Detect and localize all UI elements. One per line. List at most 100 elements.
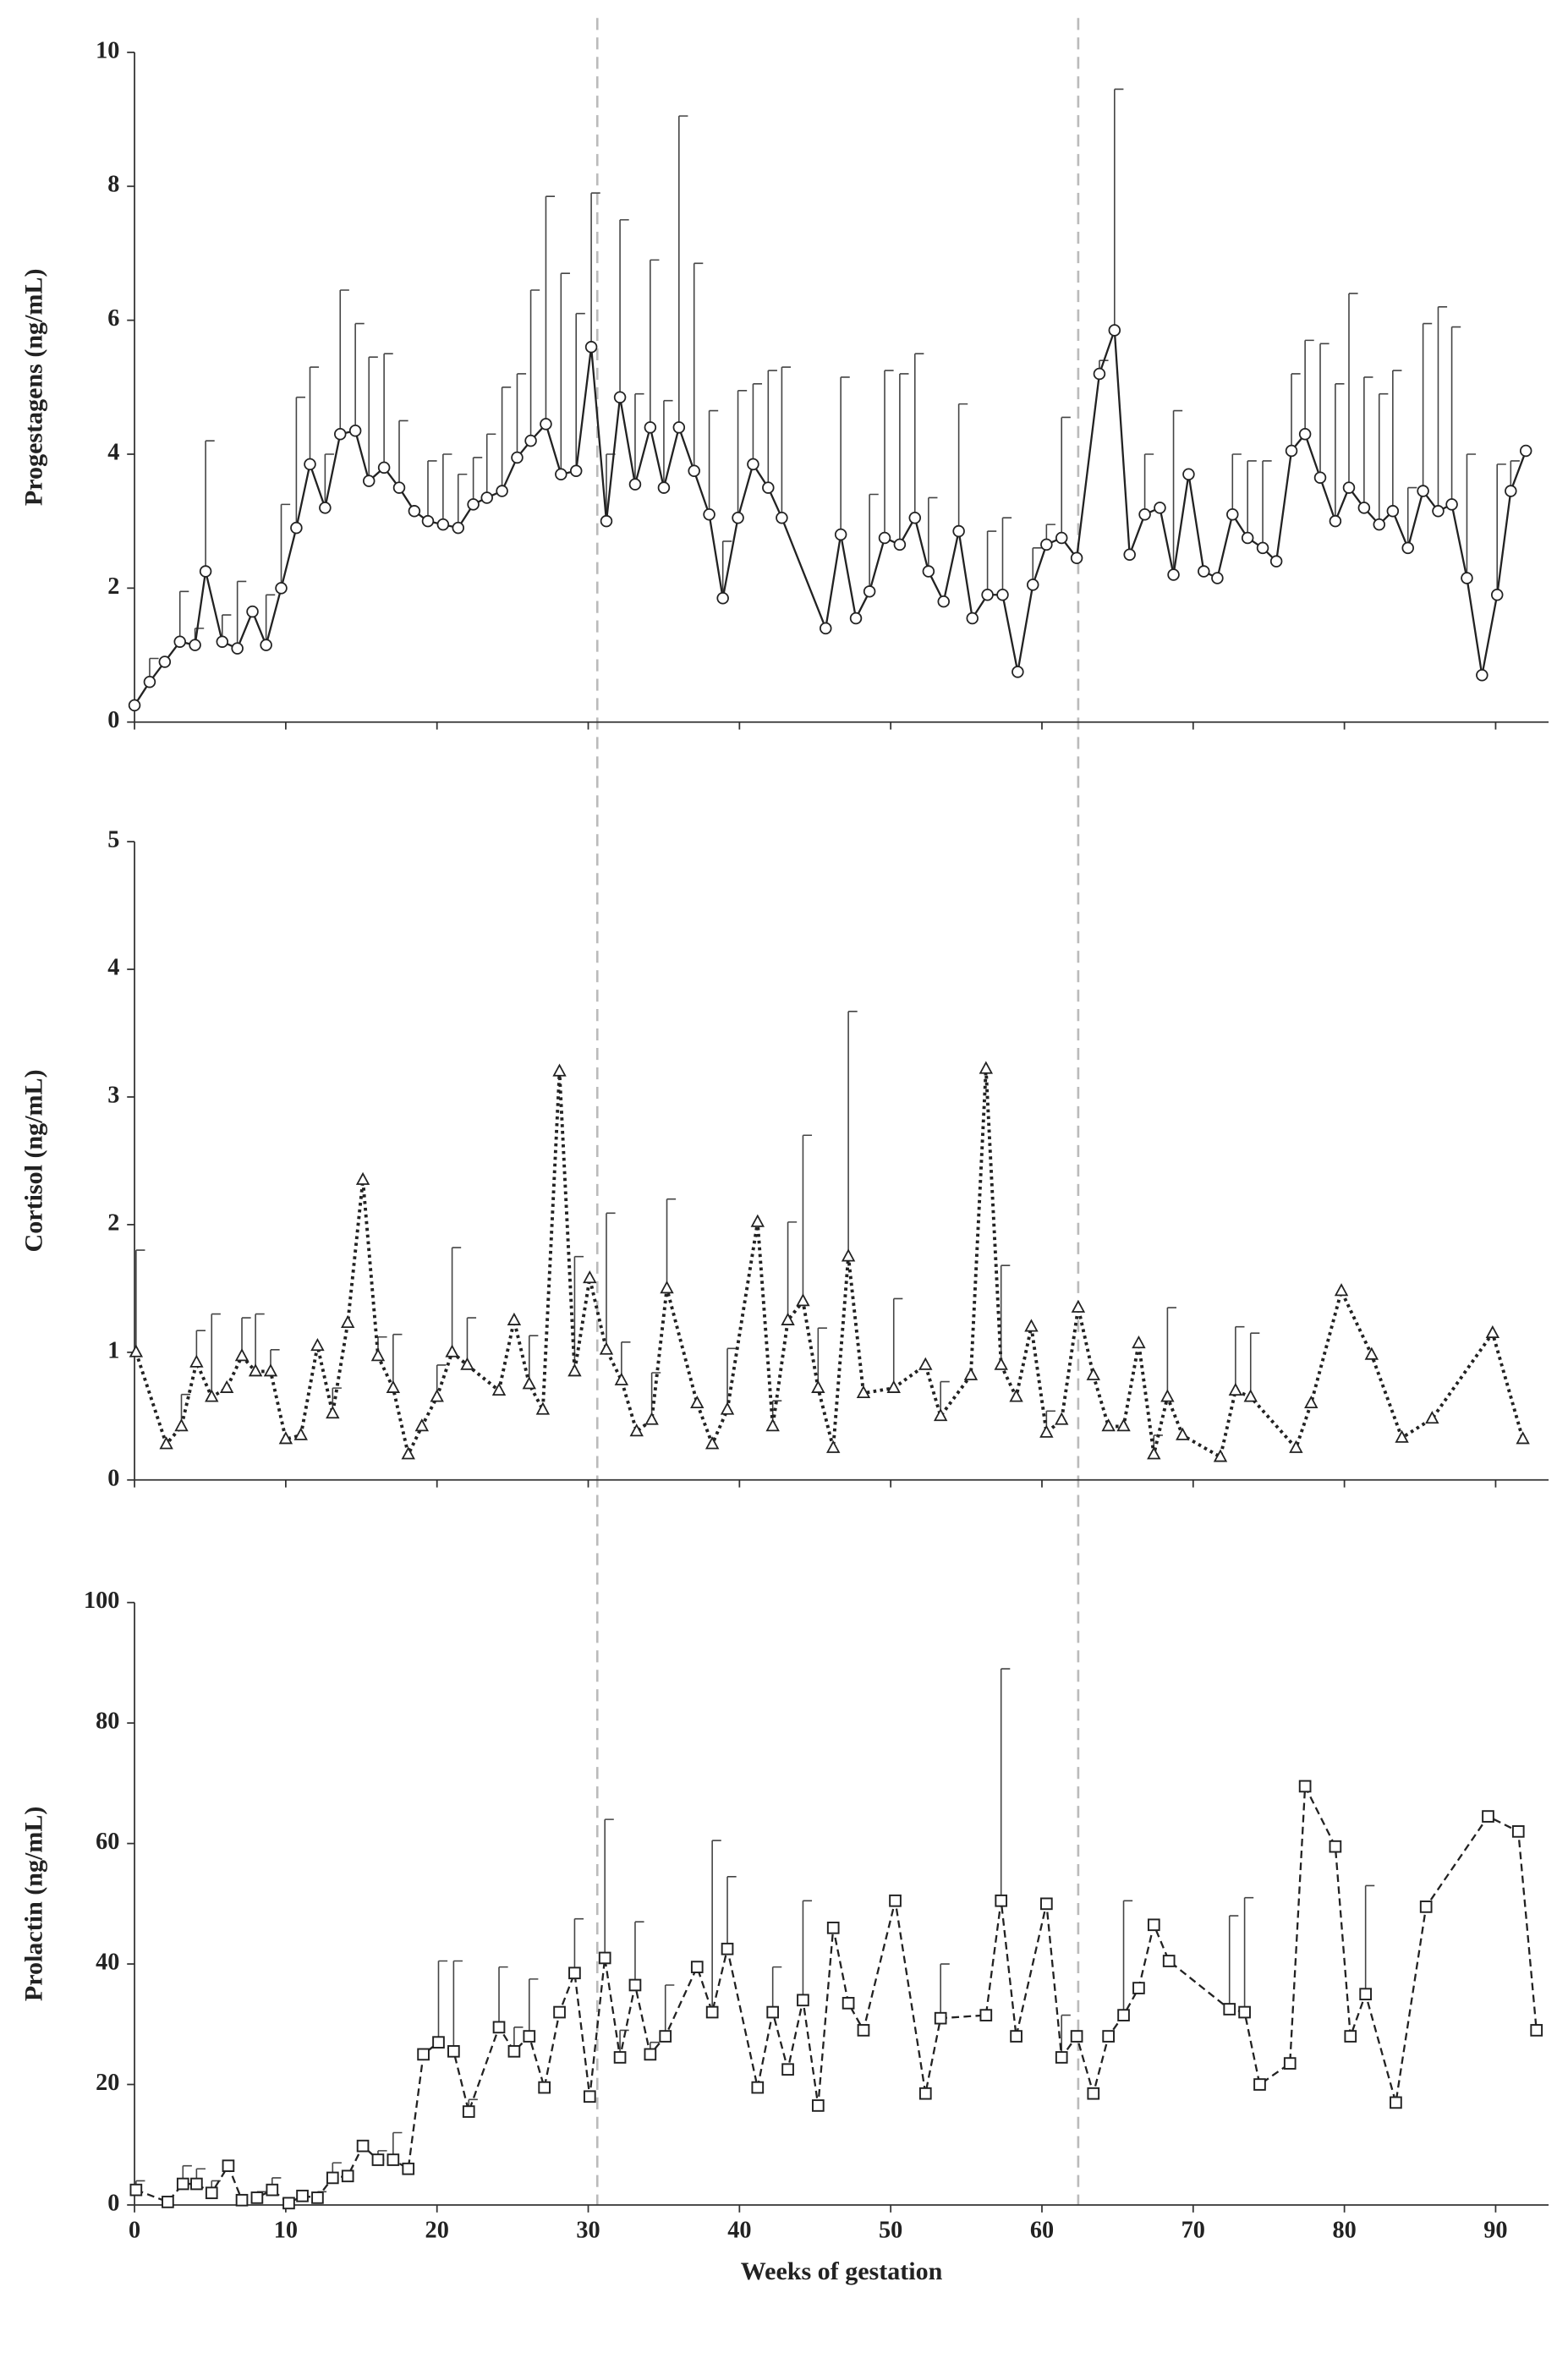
error-bar (255, 1313, 265, 1372)
marker (834, 528, 847, 541)
error-bar (573, 1917, 584, 1973)
marker (1071, 1299, 1086, 1313)
error-bar (1450, 326, 1461, 505)
marker (1070, 2030, 1083, 2043)
marker (820, 622, 832, 635)
marker (445, 1344, 459, 1358)
error-bar (940, 1963, 950, 2019)
marker (1417, 485, 1429, 497)
marker (1167, 568, 1180, 581)
marker (952, 524, 965, 538)
series-line (134, 330, 1527, 706)
marker (377, 461, 391, 474)
marker (538, 2081, 551, 2094)
marker (781, 2063, 794, 2076)
error-bar (383, 353, 393, 468)
marker (1070, 551, 1083, 564)
marker (841, 1248, 856, 1262)
marker (552, 1063, 567, 1077)
marker (1344, 2030, 1357, 2043)
marker (644, 421, 657, 434)
marker (1490, 589, 1504, 601)
marker (1253, 2078, 1266, 2091)
marker (452, 521, 464, 535)
marker (1505, 485, 1517, 497)
marker (522, 1376, 536, 1390)
error-bar (265, 594, 276, 645)
marker (553, 2005, 566, 2019)
marker (250, 2191, 264, 2204)
marker (1285, 444, 1298, 458)
marker (1269, 555, 1283, 568)
marker (1390, 2096, 1402, 2109)
marker (1530, 2024, 1543, 2037)
marker (690, 1961, 704, 1973)
error-bar (726, 1347, 737, 1410)
y-tick-label: 10 (96, 37, 119, 63)
marker (462, 2105, 475, 2118)
marker (1211, 572, 1224, 584)
marker (371, 2153, 385, 2166)
marker (480, 491, 493, 504)
marker (979, 1061, 994, 1074)
error-bar (664, 1984, 675, 2037)
marker (826, 1440, 841, 1453)
marker (173, 635, 186, 648)
marker (849, 612, 863, 625)
marker (1226, 508, 1239, 521)
marker (311, 2191, 324, 2204)
marker (863, 585, 876, 598)
marker (1147, 1918, 1160, 1932)
marker (235, 2193, 249, 2207)
marker (762, 481, 775, 494)
error-bar (485, 433, 496, 498)
marker (1010, 2030, 1022, 2043)
marker (341, 2169, 354, 2183)
x-tick-label: 90 (1483, 2217, 1507, 2243)
marker (319, 502, 332, 514)
marker (672, 421, 686, 434)
error-bar (1247, 460, 1257, 538)
marker (688, 464, 700, 478)
marker (629, 1423, 644, 1437)
marker (432, 2036, 445, 2049)
marker (1117, 2009, 1130, 2021)
marker (246, 605, 259, 618)
error-bar (528, 1335, 539, 1385)
marker (1086, 1367, 1100, 1380)
error-bar (957, 403, 968, 532)
marker (1132, 1336, 1146, 1349)
marker (857, 2024, 870, 2037)
marker (1024, 1319, 1039, 1332)
marker (460, 1357, 474, 1370)
marker (205, 1389, 219, 1402)
marker (304, 458, 316, 471)
marker (1093, 367, 1106, 381)
marker (129, 2183, 143, 2197)
marker (703, 508, 715, 521)
marker (386, 1379, 401, 1393)
marker (190, 2177, 203, 2191)
marker (1138, 508, 1151, 521)
marker (826, 1921, 840, 1934)
marker (326, 2171, 339, 2185)
marker (248, 1363, 263, 1377)
marker (1012, 666, 1024, 678)
marker (199, 565, 212, 578)
marker (1101, 1418, 1116, 1432)
marker (128, 699, 141, 712)
error-bar (634, 392, 644, 485)
error-bar (1304, 339, 1314, 435)
marker (392, 481, 406, 494)
error-bar (451, 1247, 462, 1352)
error-bar (869, 493, 879, 592)
marker (1482, 1810, 1494, 1823)
marker (1511, 1825, 1525, 1838)
error-bar (771, 1966, 782, 2013)
marker (266, 2183, 279, 2197)
error-bar (1000, 1264, 1011, 1365)
marker (143, 675, 156, 688)
error-bar (398, 420, 408, 488)
error-bar (392, 1333, 403, 1389)
marker (417, 2048, 430, 2061)
